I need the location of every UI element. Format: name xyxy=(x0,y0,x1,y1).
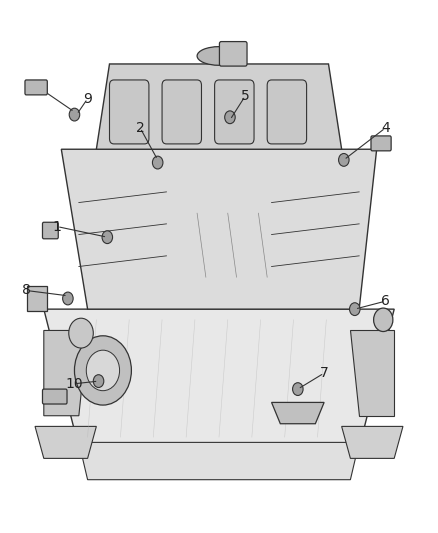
Circle shape xyxy=(69,318,93,348)
Polygon shape xyxy=(272,402,324,424)
Circle shape xyxy=(86,350,120,391)
Text: 2: 2 xyxy=(136,121,145,135)
Text: 7: 7 xyxy=(320,366,328,380)
FancyBboxPatch shape xyxy=(42,222,58,239)
Text: 4: 4 xyxy=(381,121,390,135)
Text: 1: 1 xyxy=(53,220,61,233)
FancyBboxPatch shape xyxy=(219,42,247,66)
Circle shape xyxy=(69,108,80,121)
Text: 10: 10 xyxy=(66,377,83,391)
Text: 9: 9 xyxy=(83,92,92,106)
FancyBboxPatch shape xyxy=(27,286,47,311)
Polygon shape xyxy=(35,426,96,458)
Circle shape xyxy=(152,156,163,169)
FancyBboxPatch shape xyxy=(371,136,391,151)
Circle shape xyxy=(225,111,235,124)
FancyBboxPatch shape xyxy=(162,80,201,144)
Text: 8: 8 xyxy=(22,284,31,297)
FancyBboxPatch shape xyxy=(267,80,307,144)
Polygon shape xyxy=(79,442,359,480)
Circle shape xyxy=(293,383,303,395)
Circle shape xyxy=(374,308,393,332)
Circle shape xyxy=(74,336,131,405)
Polygon shape xyxy=(96,64,342,149)
Circle shape xyxy=(63,292,73,305)
FancyBboxPatch shape xyxy=(42,389,67,404)
Text: 5: 5 xyxy=(241,89,250,103)
FancyBboxPatch shape xyxy=(110,80,149,144)
Circle shape xyxy=(93,375,104,387)
Polygon shape xyxy=(44,330,88,416)
Polygon shape xyxy=(61,149,377,309)
Polygon shape xyxy=(342,426,403,458)
Text: 6: 6 xyxy=(381,294,390,308)
FancyBboxPatch shape xyxy=(25,80,47,95)
Circle shape xyxy=(102,231,113,244)
Circle shape xyxy=(350,303,360,316)
FancyBboxPatch shape xyxy=(215,80,254,144)
Polygon shape xyxy=(350,330,394,416)
Polygon shape xyxy=(44,309,394,448)
Circle shape xyxy=(339,154,349,166)
Ellipse shape xyxy=(197,47,241,65)
